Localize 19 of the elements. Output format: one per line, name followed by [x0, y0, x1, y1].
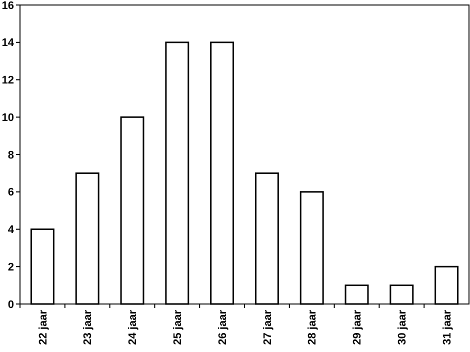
y-tick-label: 6 — [8, 186, 14, 199]
x-tick-label: 24 jaar — [127, 309, 140, 345]
x-tick-label: 22 jaar — [37, 309, 50, 345]
x-tick-label: 30 jaar — [396, 309, 408, 345]
x-tick-label: 25 jaar — [172, 309, 184, 345]
x-tick-label: 29 jaar — [352, 309, 364, 345]
y-tick-label: 2 — [8, 261, 14, 274]
x-tick-label: 23 jaar — [82, 309, 94, 345]
y-tick-label: 0 — [8, 298, 14, 311]
x-tick-label: 31 jaar — [441, 309, 454, 345]
y-tick-label: 16 — [2, 0, 14, 12]
y-tick-label: 4 — [8, 224, 15, 236]
y-tick-label: 14 — [2, 37, 15, 50]
x-tick-label: 28 jaar — [306, 309, 319, 345]
y-tick-label: 10 — [2, 112, 14, 124]
y-tick-label: 12 — [2, 74, 14, 87]
x-tick-label: 26 jaar — [216, 309, 229, 345]
y-tick-label: 8 — [8, 149, 14, 162]
x-tick-label: 27 jaar — [262, 309, 274, 345]
